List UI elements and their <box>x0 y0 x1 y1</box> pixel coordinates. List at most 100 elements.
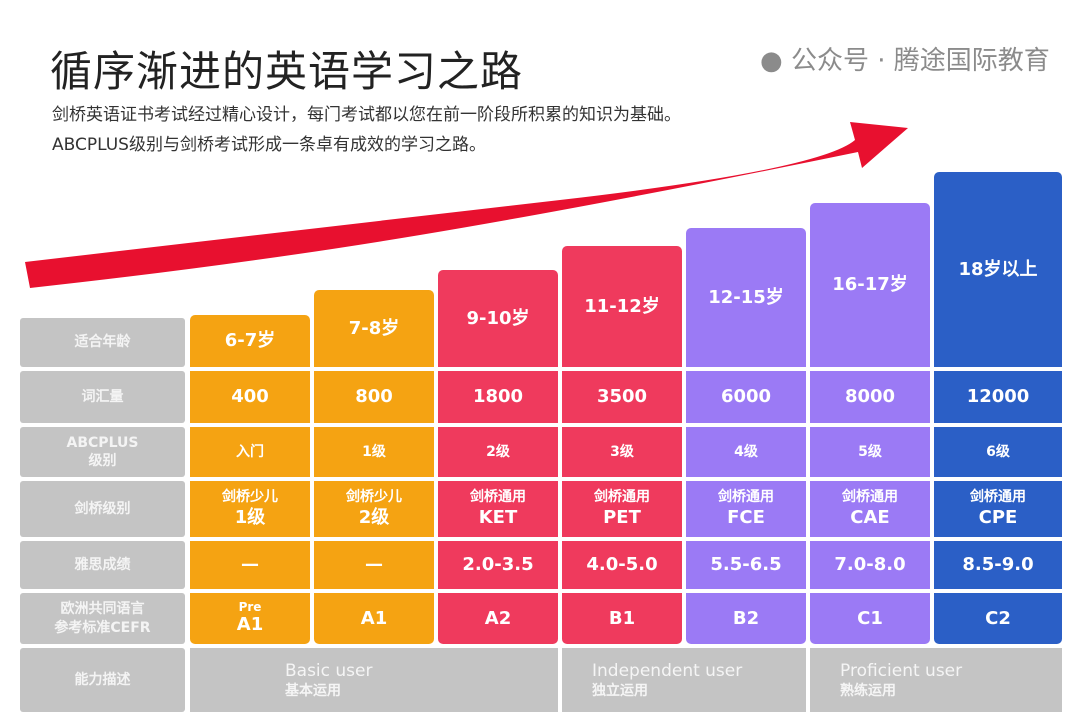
page-title: 循序渐进的英语学习之路 <box>50 47 524 96</box>
vocab-text: 12000 <box>966 386 1030 408</box>
subtitle-line-1: 剑桥英语证书考试经过精心设计，每门考试都以您在前一阶段所积累的知识为基础。 <box>52 105 681 125</box>
abcplus-text: 1级 <box>362 443 386 460</box>
vocab-text: 1800 <box>472 386 524 408</box>
age-text: 18岁以上 <box>958 258 1038 280</box>
vocab-cell: 3500 <box>562 371 682 423</box>
vocab-cell: 12000 <box>934 371 1062 423</box>
row-label-text: 欧洲共同语言 参考标准CEFR <box>54 601 151 636</box>
cambridge-type: 剑桥少儿 <box>222 489 278 506</box>
ability-description-cell: Independent user 独立运用 <box>562 648 806 712</box>
cefr-text: C2 <box>985 607 1011 629</box>
cefr-text: A1 <box>360 607 388 629</box>
row-label-text: 词汇量 <box>81 388 124 405</box>
cambridge-cell: 剑桥通用 PET <box>562 481 682 537</box>
abcplus-cell: 入门 <box>190 427 310 477</box>
abcplus-cell: 3级 <box>562 427 682 477</box>
ielts-cell: — <box>190 541 310 589</box>
cambridge-level: FCE <box>727 507 765 529</box>
abcplus-cell: 6级 <box>934 427 1062 477</box>
abcplus-text: 2级 <box>486 443 510 460</box>
abcplus-cell: 2级 <box>438 427 558 477</box>
abcplus-cell: 5级 <box>810 427 930 477</box>
watermark: ● 公众号 · 腾途国际教育 <box>760 40 1050 77</box>
row-label-text: 剑桥级别 <box>74 500 131 517</box>
age-cell: 12-15岁 <box>686 228 806 367</box>
abcplus-text: 入门 <box>236 443 264 460</box>
description-cn: 独立运用 <box>592 682 648 699</box>
vocab-cell: 6000 <box>686 371 806 423</box>
age-text: 6-7岁 <box>224 330 276 352</box>
cambridge-type: 剑桥通用 <box>718 489 774 506</box>
row-label: 适合年龄 <box>20 318 185 367</box>
cefr-cell: B2 <box>686 593 806 644</box>
cambridge-cell: 剑桥通用 KET <box>438 481 558 537</box>
ability-description-cell: Proficient user 熟练运用 <box>810 648 1062 712</box>
description-en: Basic user <box>285 660 373 681</box>
cefr-cell: C1 <box>810 593 930 644</box>
cefr-cell: Pre A1 <box>190 593 310 644</box>
ielts-cell: 7.0-8.0 <box>810 541 930 589</box>
vocab-text: 8000 <box>844 386 896 408</box>
cambridge-type: 剑桥通用 <box>970 489 1026 506</box>
vocab-cell: 8000 <box>810 371 930 423</box>
ielts-cell: 8.5-9.0 <box>934 541 1062 589</box>
age-text: 7-8岁 <box>348 317 400 339</box>
row-label-text: ABCPLUS 级别 <box>66 434 139 469</box>
age-cell: 11-12岁 <box>562 246 682 367</box>
cambridge-type: 剑桥少儿 <box>346 489 402 506</box>
age-text: 9-10岁 <box>466 307 530 329</box>
wechat-icon: ● <box>760 46 783 76</box>
cambridge-level: 1级 <box>234 507 266 529</box>
row-label: 剑桥级别 <box>20 481 185 537</box>
age-cell: 16-17岁 <box>810 203 930 367</box>
vocab-text: 6000 <box>720 386 772 408</box>
cefr-cell: A2 <box>438 593 558 644</box>
cambridge-cell: 剑桥通用 CPE <box>934 481 1062 537</box>
ielts-text: 5.5-6.5 <box>710 554 782 576</box>
ielts-cell: 2.0-3.5 <box>438 541 558 589</box>
row-label: 雅思成绩 <box>20 541 185 589</box>
row-label: 能力描述 <box>20 648 185 712</box>
cambridge-level: 2级 <box>358 507 390 529</box>
ielts-text: — <box>241 554 259 576</box>
cambridge-type: 剑桥通用 <box>470 489 526 506</box>
watermark-text: 公众号 · 腾途国际教育 <box>790 46 1050 76</box>
abcplus-text: 4级 <box>734 443 758 460</box>
cambridge-level: KET <box>478 507 518 529</box>
cambridge-cell: 剑桥少儿 1级 <box>190 481 310 537</box>
ielts-text: 4.0-5.0 <box>586 554 658 576</box>
description-cn: 熟练运用 <box>840 682 896 699</box>
abcplus-cell: 4级 <box>686 427 806 477</box>
row-label: 词汇量 <box>20 371 185 423</box>
cefr-cell: C2 <box>934 593 1062 644</box>
ielts-text: 2.0-3.5 <box>462 554 534 576</box>
ielts-cell: 4.0-5.0 <box>562 541 682 589</box>
ielts-cell: — <box>314 541 434 589</box>
age-cell: 6-7岁 <box>190 315 310 367</box>
cefr-pre-text: Pre <box>238 599 262 614</box>
abcplus-text: 3级 <box>610 443 634 460</box>
ielts-text: 7.0-8.0 <box>834 554 906 576</box>
cambridge-level: CAE <box>850 507 890 529</box>
vocab-cell: 400 <box>190 371 310 423</box>
row-label: 欧洲共同语言 参考标准CEFR <box>20 593 185 644</box>
cambridge-level: CPE <box>978 507 1018 529</box>
row-label-text: 适合年龄 <box>74 334 131 351</box>
cefr-text: B1 <box>608 607 636 629</box>
row-label-text: 雅思成绩 <box>74 556 131 573</box>
age-text: 11-12岁 <box>584 295 660 317</box>
ielts-cell: 5.5-6.5 <box>686 541 806 589</box>
ielts-text: 8.5-9.0 <box>962 554 1034 576</box>
cefr-text: B2 <box>732 607 760 629</box>
cambridge-type: 剑桥通用 <box>842 489 898 506</box>
age-cell: 7-8岁 <box>314 290 434 367</box>
description-en: Independent user <box>592 660 743 681</box>
row-label-text: 能力描述 <box>74 671 131 688</box>
cambridge-cell: 剑桥通用 CAE <box>810 481 930 537</box>
ielts-text: — <box>365 554 383 576</box>
vocab-text: 3500 <box>596 386 648 408</box>
vocab-cell: 1800 <box>438 371 558 423</box>
cefr-text: C1 <box>857 607 883 629</box>
